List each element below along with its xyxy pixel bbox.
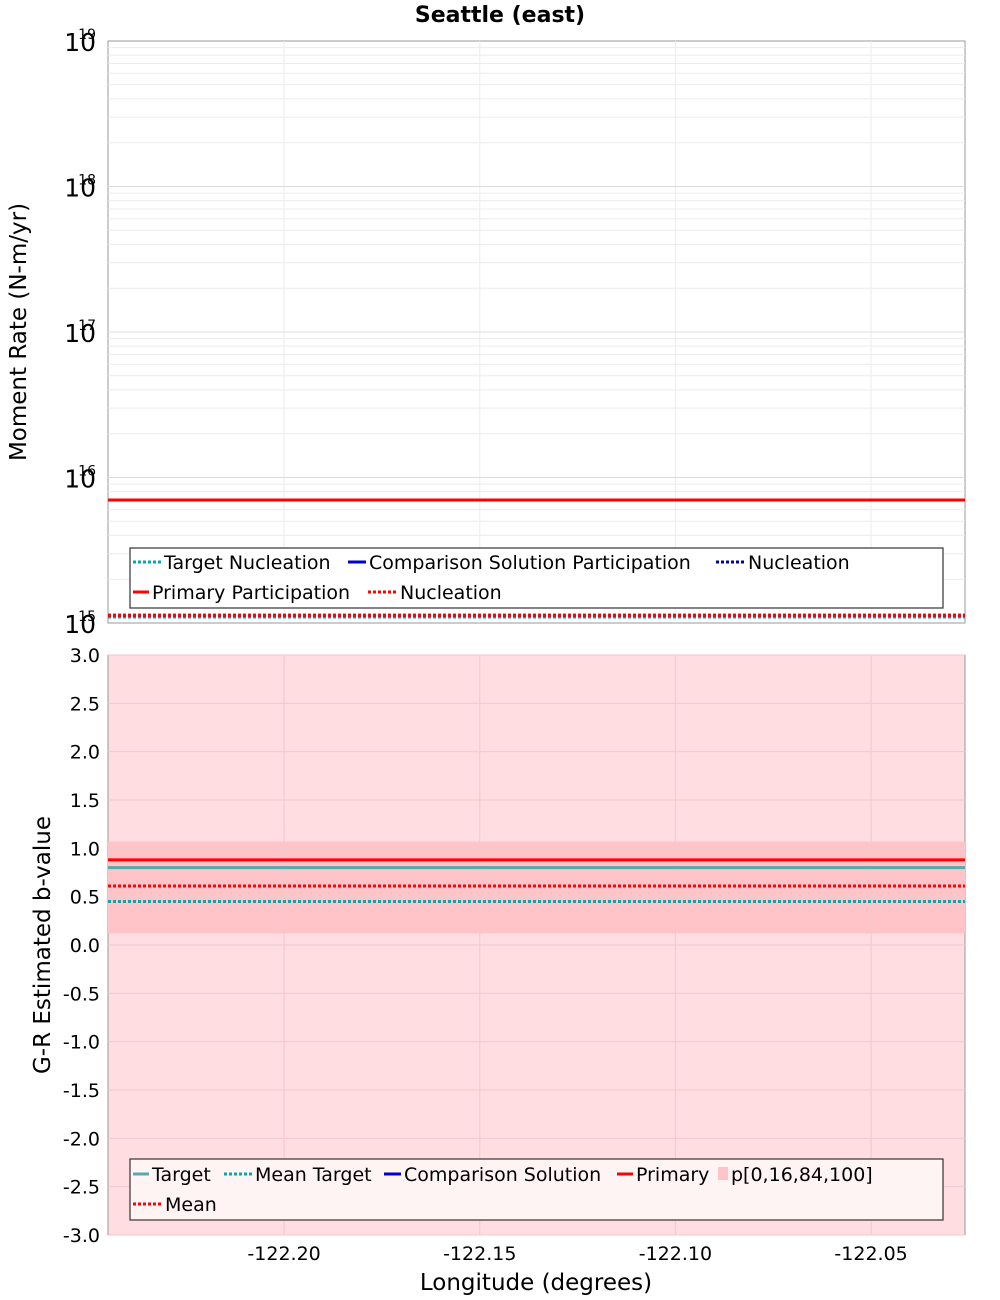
legend-label-comparison-participation: Comparison Solution Participation <box>369 552 691 574</box>
legend-label-primary: Primary <box>636 1164 709 1186</box>
bottom-y-tick-label: -1.0 <box>63 1032 100 1054</box>
bottom-y-ticks: 3.0 2.5 2.0 1.5 1.0 0.5 0.0 -0.5 -1.0 -1.5 -2.0 -2.… <box>63 645 100 1247</box>
top-y-tick-exponent: 18 <box>78 173 96 189</box>
top-y-tick-exponent: 15 <box>78 609 96 625</box>
bottom-series-lines <box>108 858 965 903</box>
bottom-y-tick-label: 3.0 <box>70 645 100 667</box>
legend-label-mean-target: Mean Target <box>255 1164 372 1186</box>
top-legend-box <box>129 547 944 609</box>
top-y-tick-exponent: 16 <box>78 464 96 480</box>
top-y-tick-base: 10 <box>64 28 96 57</box>
x-tick-label: -122.15 <box>443 1243 516 1265</box>
top-y-tick-base: 10 <box>64 610 96 639</box>
bottom-legend-box <box>129 1158 944 1221</box>
legend-label-primary-participation: Primary Participation <box>152 582 350 604</box>
percentile-band-16-84 <box>108 841 965 934</box>
top-y-tick-base: 10 <box>64 319 96 348</box>
legend-label-primary-nucleation: Nucleation <box>400 582 502 604</box>
bottom-grid <box>108 654 965 1236</box>
legend-label-comparison: Comparison Solution <box>404 1164 601 1186</box>
bottom-y-tick-label: -3.0 <box>63 1225 100 1247</box>
x-tick-label: -122.05 <box>834 1243 907 1265</box>
top-series-lines <box>108 498 965 619</box>
bottom-y-tick-label: -2.5 <box>63 1177 100 1199</box>
x-tick-label: -122.10 <box>639 1243 712 1265</box>
x-tick-label: -122.20 <box>247 1243 320 1265</box>
top-y-tick-exponent: 17 <box>78 318 96 334</box>
legend-label-mean: Mean <box>165 1194 217 1216</box>
top-y-tick-exponent: 19 <box>78 27 96 43</box>
legend-swatch-percentiles <box>718 1167 728 1180</box>
legend-label-comparison-nucleation: Nucleation <box>748 552 850 574</box>
chart-title: Seattle (east) <box>415 3 585 28</box>
bottom-legend: Target Mean Target Comparison Solution P… <box>129 1158 944 1221</box>
bottom-y-tick-label: 2.0 <box>70 742 100 764</box>
bottom-x-ticks: -122.20 -122.15 -122.10 -122.05 <box>247 1243 907 1265</box>
bottom-y-tick-label: 0.5 <box>70 887 100 909</box>
bottom-y-tick-label: 2.5 <box>70 693 100 715</box>
bottom-y-tick-label: -1.5 <box>63 1080 100 1102</box>
bottom-y-tick-label: 1.0 <box>70 838 100 860</box>
top-y-axis-label: Moment Rate (N-m/yr) <box>6 203 32 461</box>
b-value-panel: 3.0 2.5 2.0 1.5 1.0 0.5 0.0 -0.5 -1.0 -1.5 -2.0 -2.… <box>30 645 966 1296</box>
bottom-y-axis-label: G-R Estimated b-value <box>30 816 56 1074</box>
legend-label-target-nucleation: Target Nucleation <box>163 552 331 574</box>
bottom-y-tick-label: 0.0 <box>70 935 100 957</box>
bottom-y-tick-label: -0.5 <box>63 983 100 1005</box>
top-y-tick-base: 10 <box>64 174 96 203</box>
top-y-tick-base: 10 <box>64 465 96 494</box>
legend-label-percentiles: p[0,16,84,100] <box>731 1164 873 1186</box>
bottom-y-tick-label: 1.5 <box>70 790 100 812</box>
top-legend: Target Nucleation Comparison Solution Pa… <box>129 547 944 609</box>
bottom-y-tick-label: -2.0 <box>63 1128 100 1150</box>
x-axis-label: Longitude (degrees) <box>420 1270 652 1296</box>
legend-label-target: Target <box>151 1164 211 1186</box>
